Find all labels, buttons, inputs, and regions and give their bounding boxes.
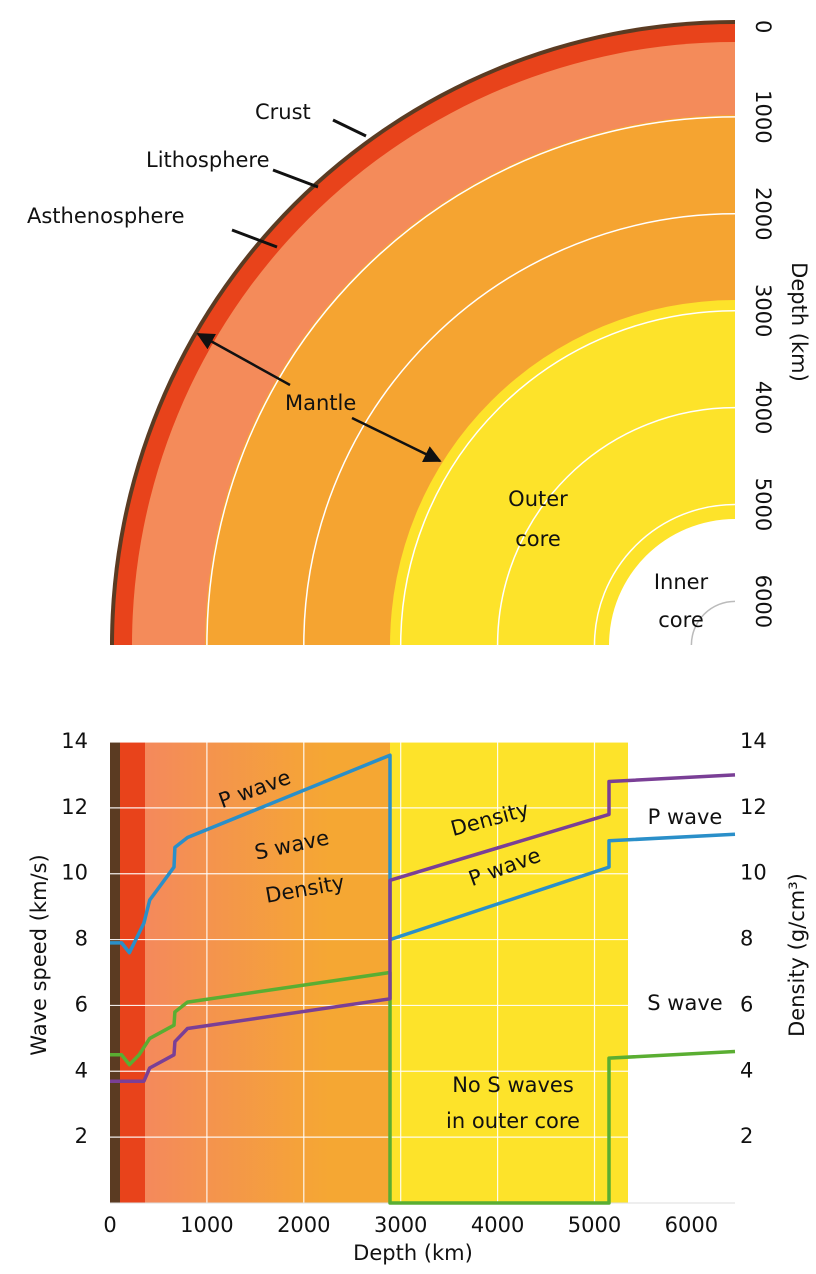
- depth-tick-label: 4000: [751, 381, 775, 434]
- y2-tick-label: 6: [740, 992, 753, 1016]
- x-tick-label: 3000: [374, 1213, 427, 1237]
- layer-label: Crust: [255, 100, 311, 124]
- y2-tick-label: 10: [740, 861, 767, 885]
- depth-circle: [399, 309, 736, 646]
- depth-circle: [496, 406, 736, 646]
- y-tick-label: 10: [61, 861, 88, 885]
- layer-label: Mantle: [285, 391, 356, 415]
- depth-tick-label: 5000: [751, 478, 775, 531]
- leader-line: [231, 228, 278, 249]
- depth-circle: [206, 116, 736, 646]
- layer-label: core: [658, 608, 704, 632]
- series-line: [110, 773, 736, 1083]
- layer-label: Outer: [508, 487, 568, 511]
- y-tick-label: 12: [61, 795, 88, 819]
- layer-label: Lithosphere: [146, 148, 270, 172]
- y2-axis-label: Density (g/cm³): [785, 873, 809, 1037]
- y-tick-label: 8: [75, 927, 88, 951]
- y2-tick-label: 4: [740, 1058, 753, 1082]
- series-line: [110, 753, 736, 955]
- series-line: [110, 970, 736, 1205]
- depth-axis-label: Depth (km): [787, 262, 811, 382]
- layer-label: core: [515, 527, 561, 551]
- lithosphere-band: [120, 742, 145, 1203]
- x-tick-label: 1000: [180, 1213, 233, 1237]
- y-tick-label: 6: [75, 992, 88, 1016]
- x-tick-label: 2000: [277, 1213, 330, 1237]
- depth-circle: [690, 600, 736, 646]
- x-axis-label: Depth (km): [353, 1241, 473, 1265]
- y2-tick-label: 2: [740, 1124, 753, 1148]
- leader-line: [332, 118, 367, 138]
- depth-tick-label: 1000: [751, 90, 775, 143]
- x-tick-label: 5000: [568, 1213, 621, 1237]
- x-tick-label: 0: [103, 1213, 116, 1237]
- depth-circle: [593, 503, 736, 646]
- crust-band: [110, 742, 120, 1203]
- earth-diagram: 0 1000 2000 3000 4000 5000 6000 Depth (km) Crust…: [27, 20, 811, 646]
- depth-tick-label: 0: [751, 20, 775, 33]
- series-label: S wave: [647, 991, 722, 1015]
- inner-core-layer: [609, 519, 735, 645]
- depth-tick-label: 6000: [751, 575, 775, 628]
- x-tick-label: 4000: [471, 1213, 524, 1237]
- chart: 0 1000 2000 3000 4000 5000 6000 2 4 6 8 10 12 14 2 4 6 8 1…: [27, 645, 809, 1265]
- depth-tick-label: 2000: [751, 187, 775, 240]
- y-tick-label: 14: [61, 729, 88, 753]
- mantle-arrow: [351, 416, 442, 463]
- mantle-band: [145, 742, 390, 1203]
- y-tick-label: 2: [75, 1124, 88, 1148]
- y2-tick-label: 14: [740, 729, 767, 753]
- mantle-arrow: [196, 332, 291, 387]
- layer-label: Inner: [654, 570, 709, 594]
- annotation: No S waves: [452, 1073, 574, 1097]
- depth-circle: [303, 213, 736, 646]
- y2-tick-label: 8: [740, 927, 753, 951]
- y2-tick-label: 12: [740, 795, 767, 819]
- annotation: in outer core: [446, 1109, 580, 1133]
- layer-bands: [110, 742, 628, 1203]
- depth-tick-label: 3000: [751, 284, 775, 337]
- series-label: P wave: [648, 805, 723, 829]
- y-axis-label: Wave speed (km/s): [27, 854, 51, 1055]
- y-tick-label: 4: [75, 1058, 88, 1082]
- x-tick-label: 6000: [665, 1213, 718, 1237]
- layer-label: Asthenosphere: [27, 204, 185, 228]
- leader-line: [272, 168, 319, 189]
